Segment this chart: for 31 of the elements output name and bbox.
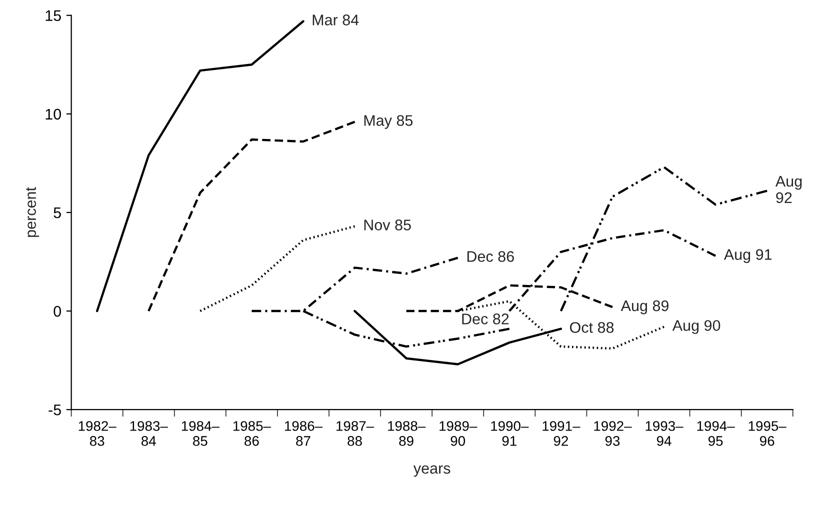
series-label: Aug 89 — [620, 300, 668, 314]
series-label: Aug 91 — [724, 249, 772, 263]
y-tick-label: 5 — [54, 208, 61, 218]
x-tick-label: 1982– 83 — [78, 421, 116, 446]
x-tick-label: 1995– 96 — [748, 421, 786, 446]
series-label: Oct 88 — [570, 322, 614, 333]
y-axis-title: percent — [26, 187, 40, 237]
series-label: Dec 82 — [462, 314, 509, 324]
series-label: Dec 86 — [467, 251, 514, 262]
series-label: Aug 92 — [775, 176, 802, 204]
x-tick-label: 1992– 93 — [594, 421, 632, 446]
series-label: May 85 — [364, 115, 413, 129]
series-label: Mar 84 — [312, 14, 359, 26]
series-label: Nov 85 — [364, 220, 411, 230]
x-tick-label: 1983– 84 — [130, 421, 168, 446]
x-tick-label: 1985– 86 — [233, 421, 272, 446]
x-tick-label: 1993– 94 — [646, 421, 684, 446]
x-tick-label: 1989– 90 — [440, 421, 478, 446]
y-tick-label: -5 — [48, 404, 61, 416]
x-tick-label: 1991– 92 — [542, 421, 580, 446]
x-tick-label: 1987– 88 — [336, 421, 374, 446]
y-tick-label: 0 — [54, 306, 61, 317]
y-tick-label: 15 — [46, 10, 61, 22]
x-tick-label: 1988– 89 — [388, 421, 426, 446]
x-tick-label: 1984– 85 — [182, 421, 220, 446]
x-tick-label: 1994– 95 — [697, 421, 735, 446]
y-tick-label: 10 — [46, 108, 61, 120]
x-tick-label: 1990– 91 — [491, 421, 529, 446]
series-label: Aug 90 — [672, 320, 720, 334]
x-axis-title: years — [413, 465, 450, 477]
x-tick-label: 1986– 87 — [284, 421, 323, 446]
